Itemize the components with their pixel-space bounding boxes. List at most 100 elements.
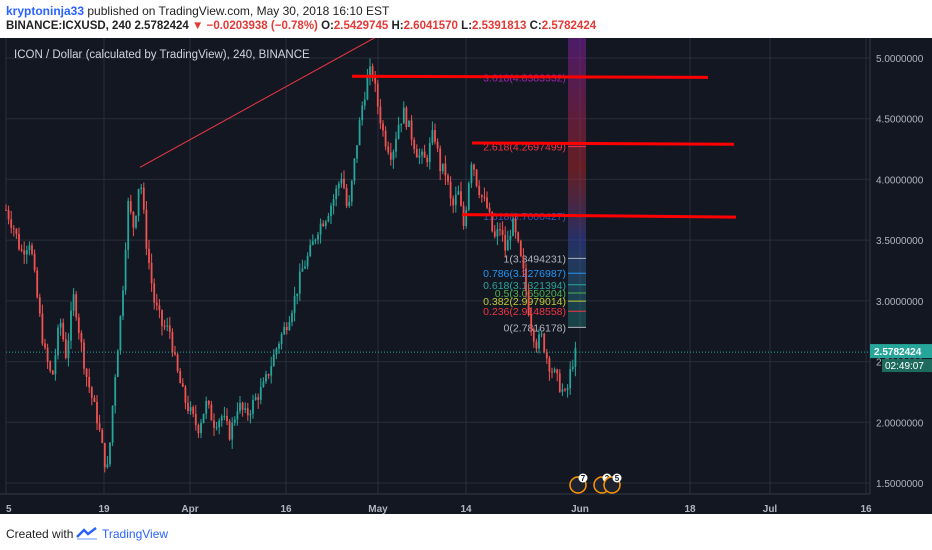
candle-body	[509, 235, 512, 241]
close-label: C:	[529, 20, 542, 32]
candle-body	[457, 191, 460, 195]
candle-body	[499, 229, 501, 231]
x-tick-label: 16	[280, 504, 292, 514]
candle-body	[421, 151, 423, 156]
candle-body	[493, 231, 496, 237]
candle-body	[213, 420, 215, 428]
candle-body	[345, 188, 348, 206]
y-tick-label: 4.0000000	[876, 175, 924, 186]
candle-body	[525, 268, 527, 292]
candle-body	[101, 429, 104, 443]
candle-body	[350, 180, 353, 202]
candle-body	[395, 138, 397, 152]
candle-body	[535, 341, 538, 349]
candle-body	[166, 325, 169, 327]
change-value: −0.0203938 (−0.78%)	[206, 20, 318, 32]
candle-body	[285, 326, 288, 330]
candle-body	[88, 377, 91, 388]
candle-body	[371, 66, 374, 78]
candle-body	[148, 248, 150, 263]
candle-body	[306, 255, 309, 267]
candle-body	[197, 425, 200, 434]
candle-body	[340, 178, 343, 184]
close-value: 2.5782424	[541, 20, 597, 32]
tradingview-link[interactable]: TradingView	[102, 527, 169, 541]
created-with-text: Created with	[6, 527, 74, 541]
candle-body	[116, 350, 119, 378]
candle-body	[343, 178, 345, 189]
candle-body	[228, 421, 231, 440]
countdown-label: 02:49:07	[885, 361, 924, 372]
candle-body	[257, 397, 260, 400]
candle-body	[278, 343, 280, 349]
candle-body	[441, 163, 444, 172]
fib-level-label: 0(2.7816178)	[504, 322, 566, 334]
candle-body	[20, 249, 23, 251]
candle-body	[431, 130, 434, 144]
candle-body	[142, 187, 145, 210]
candle-body	[168, 325, 171, 332]
candle-body	[241, 402, 244, 410]
y-tick-label: 4.5000000	[876, 115, 924, 126]
candle-body	[192, 407, 195, 414]
author-link[interactable]: kryptoninja33	[6, 4, 85, 18]
candle-body	[33, 253, 36, 271]
last-price-tag	[870, 344, 932, 359]
chart-area[interactable]: 1.50000002.00000002.50000003.00000003.50…	[0, 21, 932, 515]
candle-body	[96, 401, 98, 424]
candle-body	[337, 183, 340, 189]
ohlc-line: BINANCE:ICXUSD, 240 2.5782424 ▼ −0.02039…	[6, 20, 596, 32]
candle-body	[335, 188, 338, 200]
candle-body	[145, 209, 148, 249]
candle-body	[483, 196, 486, 198]
candle-body	[46, 347, 49, 362]
candle-body	[460, 191, 462, 206]
candle-body	[254, 397, 257, 400]
candle-body	[267, 374, 270, 376]
candle-body	[127, 201, 130, 250]
candle-body	[436, 141, 439, 149]
price-chart[interactable]: 1.50000002.00000002.50000003.00000003.50…	[0, 21, 932, 515]
candle-body	[124, 249, 127, 291]
candle-body	[348, 201, 351, 206]
candle-body	[389, 152, 392, 160]
candle-body	[75, 294, 78, 318]
candle-body	[330, 205, 332, 217]
candle-body	[358, 120, 361, 146]
candle-body	[77, 317, 80, 333]
candle-body	[486, 197, 488, 208]
candle-body	[293, 296, 296, 313]
fib-level-label: 0.5(3.0650204)	[495, 288, 566, 300]
candle-body	[467, 183, 470, 210]
candle-body	[265, 374, 267, 382]
candle-body	[210, 404, 213, 421]
candle-body	[249, 413, 252, 416]
candle-body	[179, 371, 182, 384]
x-tick-label: 5	[6, 504, 12, 514]
candle-body	[361, 105, 364, 121]
candle-body	[566, 388, 569, 390]
candle-body	[317, 234, 319, 240]
candle-body	[15, 228, 18, 235]
candle-body	[384, 130, 387, 147]
candle-body	[140, 187, 143, 189]
candle-body	[262, 381, 265, 388]
candle-body	[309, 245, 312, 256]
candle-body	[153, 283, 156, 303]
candle-body	[98, 423, 101, 430]
x-tick-label: 14	[460, 504, 472, 514]
candle-body	[405, 107, 408, 127]
candle-body	[522, 256, 525, 269]
candle-body	[150, 262, 153, 284]
candle-body	[62, 322, 65, 340]
fib-level-label: 3.618(4.8383332)	[483, 73, 566, 85]
candle-body	[80, 332, 83, 343]
publish-line: kryptoninja33 published on TradingView.c…	[6, 4, 389, 18]
candle-body	[246, 408, 249, 416]
last-price: 2.5782424	[134, 20, 189, 32]
countdown-tag	[882, 359, 932, 373]
candle-body	[366, 76, 369, 100]
candle-body	[387, 146, 390, 153]
candle-body	[270, 366, 273, 376]
candle-body	[397, 125, 400, 139]
